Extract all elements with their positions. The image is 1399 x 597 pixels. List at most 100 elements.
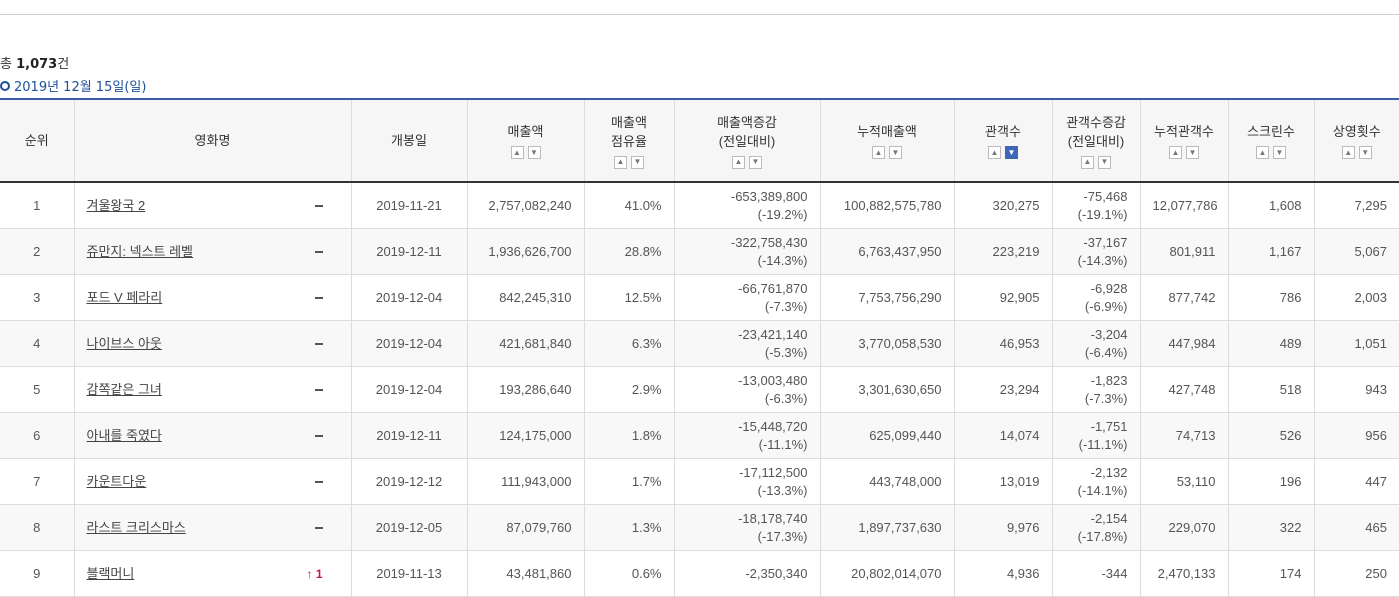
cell-audience-change: -1,823 (-7.3%) [1051,366,1140,413]
cell-cum-audience: 801,911 [1139,228,1228,275]
header-audience: 관객수 ▲ ▼ [953,98,1052,183]
movie-title-link[interactable]: 나이브스 아웃 [86,335,162,351]
cell-cum-audience: 447,984 [1139,320,1228,367]
cell-rank: 5 [0,366,74,413]
cell-shows: 250 [1313,550,1399,597]
sort-asc-audience-change-button[interactable]: ▲ [1081,155,1094,169]
sort-desc-sales-button[interactable]: ▼ [527,146,541,159]
cell-shows: 943 [1313,366,1399,413]
movie-title-link[interactable]: 블랙머니 [86,565,135,581]
rank-unchanged-icon [314,526,323,529]
cell-audience-change: -3,204 (-6.4%) [1051,320,1140,367]
table-row: 6 아내를 죽였다 2019-12-11 124,175,000 1.8% -15,448… [0,412,1399,459]
table-row: 4 나이브스 아웃 2019-12-04 421,681,840 6.3% -23,421… [0,320,1399,367]
total-count-value: 1,073 [16,57,58,72]
sort-asc-shows-button[interactable]: ▲ [1341,146,1355,159]
header-shows: 상영횟수 ▲ ▼ [1313,98,1399,183]
cell-cum-sales: 625,099,440 [819,412,954,459]
sort-asc-screens-button[interactable]: ▲ [1256,146,1269,159]
sort-desc-cum-audience-button[interactable]: ▼ [1186,146,1199,159]
cell-cum-audience: 74,713 [1139,412,1228,459]
table-row: 3 포드 V 페라리 2019-12-04 842,245,310 12.5% -66,7… [0,274,1399,321]
cell-open-date: 2019-12-12 [350,458,467,505]
header-share: 매출액 점유율 ▲ ▼ [583,98,674,183]
cell-sales-change: -17,112,500 (-13.3%) [673,458,820,505]
sort-asc-cum-sales-button[interactable]: ▲ [872,146,885,159]
header-cum-audience: 누적관객수 ▲ ▼ [1139,98,1228,183]
cell-share: 0.6% [583,550,674,597]
cell-share: 1.3% [583,504,674,551]
cell-sales: 193,286,640 [466,366,584,413]
cell-sales-change: -322,758,430 (-14.3%) [673,228,820,275]
table-body: 1 겨울왕국 2 2019-11-21 2,757,082,240 41.0% -653,… [0,182,1399,597]
header-cum-sales: 누적매출액 ▲ ▼ [819,98,954,183]
cell-open-date: 2019-12-04 [350,320,467,367]
sort-asc-sales-change-button[interactable]: ▲ [732,155,745,169]
rank-unchanged-icon [314,296,323,299]
total-count: 총 1,073건 [0,57,70,72]
cell-open-date: 2019-12-11 [350,228,467,275]
top-divider [0,14,1399,15]
cell-title: 겨울왕국 2 [73,182,351,229]
cell-shows: 7,295 [1313,182,1399,229]
sort-asc-share-button[interactable]: ▲ [614,155,627,169]
cell-cum-sales: 20,802,014,070 [819,550,954,597]
cell-sales-change: -2,350,340 [673,550,820,597]
header-audience-change: 관객수증감 (전일대비) ▲ ▼ [1051,98,1140,183]
cell-cum-audience: 427,748 [1139,366,1228,413]
sort-desc-shows-button[interactable]: ▼ [1358,146,1372,159]
movie-title-link[interactable]: 포드 V 페라리 [86,289,163,305]
header-screens: 스크린수 ▲ ▼ [1227,98,1314,183]
sort-desc-screens-button[interactable]: ▼ [1273,146,1286,159]
cell-screens: 786 [1227,274,1314,321]
cell-share: 1.8% [583,412,674,459]
cell-cum-sales: 3,301,630,650 [819,366,954,413]
table-row: 9 블랙머니 ↑ 1 2019-11-13 43,481,860 0.6% -2,350,3… [0,550,1399,597]
cell-sales-change: -66,761,870 (-7.3%) [673,274,820,321]
cell-shows: 1,051 [1313,320,1399,367]
cell-sales: 124,175,000 [466,412,584,459]
sort-asc-cum-audience-button[interactable]: ▲ [1169,146,1182,159]
cell-cum-audience: 53,110 [1139,458,1228,505]
movie-title-link[interactable]: 아내를 죽였다 [86,427,162,443]
sort-asc-audience-button[interactable]: ▲ [988,146,1001,159]
cell-audience: 14,074 [953,412,1052,459]
rank-unchanged-icon [314,342,323,345]
cell-title: 포드 V 페라리 [73,274,351,321]
movie-title-link[interactable]: 라스트 크리스마스 [86,519,186,535]
cell-share: 41.0% [583,182,674,229]
cell-share: 1.7% [583,458,674,505]
cell-shows: 5,067 [1313,228,1399,275]
sort-desc-share-button[interactable]: ▼ [631,155,644,169]
cell-shows: 956 [1313,412,1399,459]
movie-title-link[interactable]: 감쪽같은 그녀 [86,381,162,397]
sort-desc-sales-change-button[interactable]: ▼ [749,155,762,169]
sort-desc-audience-change-button[interactable]: ▼ [1098,155,1111,169]
cell-sales-change: -653,389,800 (-19.2%) [673,182,820,229]
sort-asc-sales-button[interactable]: ▲ [510,146,524,159]
rank-change-up: ↑ 1 [306,566,323,581]
cell-cum-sales: 100,882,575,780 [819,182,954,229]
date-label-text: 2019년 12월 15일(일) [14,80,147,95]
movie-title-link[interactable]: 쥬만지: 넥스트 레벨 [86,243,194,259]
rank-unchanged-icon [314,204,323,207]
cell-shows: 2,003 [1313,274,1399,321]
table-row: 1 겨울왕국 2 2019-11-21 2,757,082,240 41.0% -653,… [0,182,1399,229]
movie-title-link[interactable]: 카운트다운 [86,473,147,489]
cell-screens: 322 [1227,504,1314,551]
cell-sales-change: -23,421,140 (-5.3%) [673,320,820,367]
cell-sales-change: -15,448,720 (-11.1%) [673,412,820,459]
cell-audience: 92,905 [953,274,1052,321]
movie-title-link[interactable]: 겨울왕국 2 [86,197,146,213]
cell-audience: 23,294 [953,366,1052,413]
cell-cum-audience: 877,742 [1139,274,1228,321]
cell-rank: 3 [0,274,74,321]
sort-desc-audience-button[interactable]: ▼ [1005,146,1018,159]
boxoffice-table: 순위 영화명 개봉일 매출액 ▲ ▼ 매출액 점유율 ▲ ▼ 매출액증감 (전일대비) … [0,98,1399,597]
cell-rank: 9 [0,550,74,597]
sort-desc-cum-sales-button[interactable]: ▼ [889,146,902,159]
header-sales: 매출액 ▲ ▼ [466,98,584,183]
cell-share: 6.3% [583,320,674,367]
cell-audience: 9,976 [953,504,1052,551]
cell-sales-change: -18,178,740 (-17.3%) [673,504,820,551]
